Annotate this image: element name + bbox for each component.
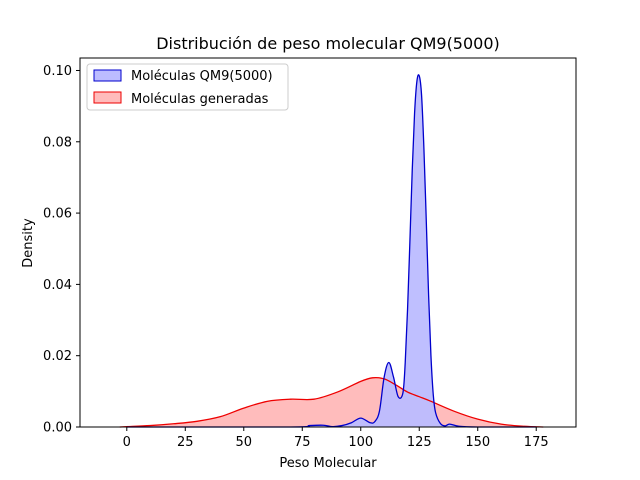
plot-area (79, 57, 577, 428)
x-axis-label: Peso Molecular (279, 456, 377, 471)
y-axis-ticks: 0.00 0.02 0.04 0.06 0.08 0.10 (43, 64, 80, 436)
x-tick-label: 25 (177, 435, 194, 450)
y-tick-label: 0.04 (43, 278, 72, 293)
y-tick-label: 0.00 (43, 421, 72, 436)
y-tick-label: 0.06 (43, 207, 72, 222)
y-tick-label: 0.08 (43, 135, 72, 150)
x-tick-label: 150 (465, 435, 490, 450)
x-tick-label: 75 (294, 435, 311, 450)
legend: Moléculas QM9(5000) Moléculas generadas (86, 63, 289, 111)
y-tick-label: 0.10 (43, 64, 72, 79)
density-areas (119, 74, 544, 428)
axes-frame (79, 57, 577, 428)
legend-label-qm9: Moléculas QM9(5000) (131, 69, 273, 84)
x-tick-label: 125 (407, 435, 432, 450)
x-tick-label: 175 (524, 435, 549, 450)
x-tick-label: 50 (236, 435, 253, 450)
legend-box (86, 63, 289, 111)
y-tick-label: 0.02 (43, 349, 72, 364)
series-line-1 (119, 376, 544, 428)
chart-title: Distribución de peso molecular QM9(5000) (156, 34, 500, 53)
x-axis-ticks: 0 25 50 75 100 125 150 175 (123, 427, 549, 450)
x-tick-label: 100 (348, 435, 373, 450)
y-axis-label: Density (21, 218, 36, 268)
legend-label-generated: Moléculas generadas (131, 92, 269, 107)
x-tick-label: 0 (123, 435, 131, 450)
legend-swatch-qm9 (93, 69, 122, 82)
series-area-1 (119, 377, 544, 427)
series-line-0 (126, 74, 537, 428)
legend-swatch-generated (93, 91, 122, 104)
